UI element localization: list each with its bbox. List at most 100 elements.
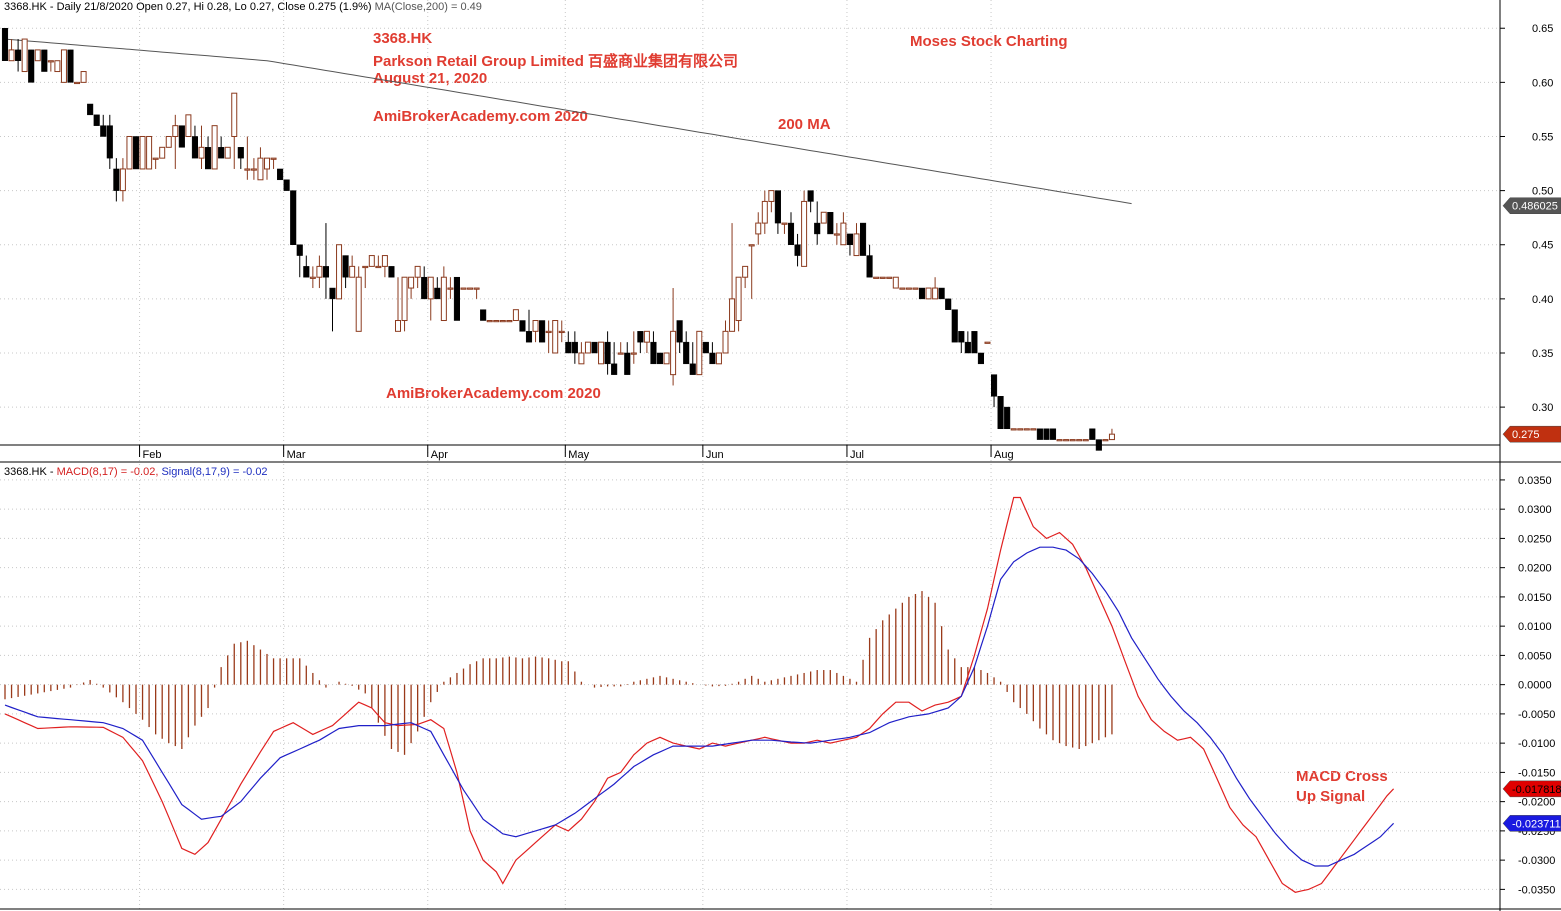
candle-body [545,330,552,334]
price-tick-label: 0.60 [1532,77,1553,89]
candle [860,222,867,256]
candle-body [591,341,598,354]
candle-body [231,92,238,137]
candle [1095,439,1102,451]
ma-200-line [4,38,1132,205]
candle [1,27,9,61]
candle-body [820,211,827,224]
candle-body [539,320,546,343]
candle-body [1043,428,1050,440]
candle-body [480,309,487,321]
candle [329,287,336,332]
candle-body [827,212,834,235]
price-tick-label: 0.50 [1532,186,1553,198]
candle [244,136,251,180]
candle-body [486,320,493,323]
candle-body [296,244,303,256]
candle-body [1023,428,1030,431]
candle [421,266,428,300]
month-label: Aug [994,449,1014,461]
candle-body [637,331,644,343]
candle-body [100,125,107,137]
candle [611,342,618,375]
candle-body [349,265,356,278]
candle-body [761,200,768,224]
macd-tick-label: -0.0200 [1518,797,1555,809]
candle [1082,439,1089,442]
candle-body [977,352,985,365]
candle [643,330,650,353]
price-tick-label: 0.30 [1532,402,1553,414]
candle [984,341,991,344]
candle [205,136,212,170]
candle-body [211,125,218,170]
candle [650,331,657,365]
candle-body [670,330,677,376]
candle-body [1017,428,1024,431]
candle-body [683,341,690,365]
candle [8,39,15,62]
candle-body [146,135,153,170]
candle-body [617,352,624,355]
candle [781,222,788,234]
candle-body [119,168,126,192]
price-tick-label: 0.65 [1532,23,1553,35]
candle [87,103,94,116]
candle-body [172,125,179,137]
price-tick-label: 0.45 [1532,240,1553,252]
candle-body [532,320,539,332]
candle [512,309,519,322]
candle [1010,428,1017,431]
candle-body [165,135,172,148]
candle-body [41,49,48,72]
candle [146,135,153,170]
candle-body [87,103,94,116]
candle [846,233,854,256]
candle-body [15,49,22,61]
candle [277,168,284,181]
candle [892,276,899,289]
candle [159,146,166,159]
candle [499,320,506,323]
price-header-ma: MA(Close,200) = 0.49 [374,1,482,13]
candle-body [899,287,906,290]
candle [198,125,205,169]
close-price-tag-bg [1502,425,1561,443]
candle [355,266,362,332]
candle [460,287,467,290]
candle [270,157,277,169]
candle-body [224,146,231,159]
candle [106,114,113,169]
candle [709,342,716,365]
candle-body [1095,439,1102,451]
brand-label: Moses Stock Charting [910,33,1068,50]
candle-body [801,200,808,267]
candle [591,341,598,354]
candle-body [1056,439,1063,442]
candle [1004,406,1011,430]
candle-body [309,276,316,279]
candle [191,125,198,159]
candle-body [21,38,28,73]
close-price-tag-text: 0.275 [1512,429,1540,441]
candle [283,179,290,191]
candle-body [951,309,958,343]
candle-body [938,287,945,300]
candle [1076,439,1083,442]
candle [945,298,952,310]
month-label: Mar [287,449,306,461]
candle [820,211,827,224]
candle-body [729,298,736,332]
macd-tick-label: 0.0200 [1518,563,1552,575]
candle-body [774,190,781,224]
candle-body [237,147,244,159]
candle [519,320,526,332]
candle [480,309,487,321]
candle-body [643,330,650,343]
close-price-tag: 0.275 [1502,425,1561,443]
candle [552,320,559,354]
candle [93,114,100,126]
candle [525,309,533,343]
candle [322,223,329,299]
